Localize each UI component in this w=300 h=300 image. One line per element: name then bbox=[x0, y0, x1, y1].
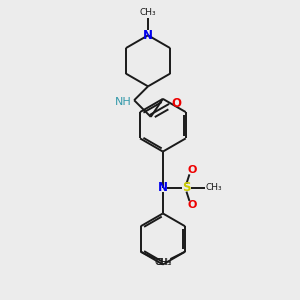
Text: O: O bbox=[188, 200, 197, 210]
Text: O: O bbox=[188, 165, 197, 176]
Text: CH₃: CH₃ bbox=[155, 257, 172, 266]
Text: CH₃: CH₃ bbox=[140, 8, 156, 17]
Text: CH₃: CH₃ bbox=[206, 183, 223, 192]
Text: CH₃: CH₃ bbox=[154, 257, 171, 266]
Text: NH: NH bbox=[114, 97, 131, 107]
Text: O: O bbox=[171, 97, 181, 110]
Text: N: N bbox=[158, 181, 168, 194]
Text: N: N bbox=[143, 29, 153, 42]
Text: S: S bbox=[182, 181, 191, 194]
